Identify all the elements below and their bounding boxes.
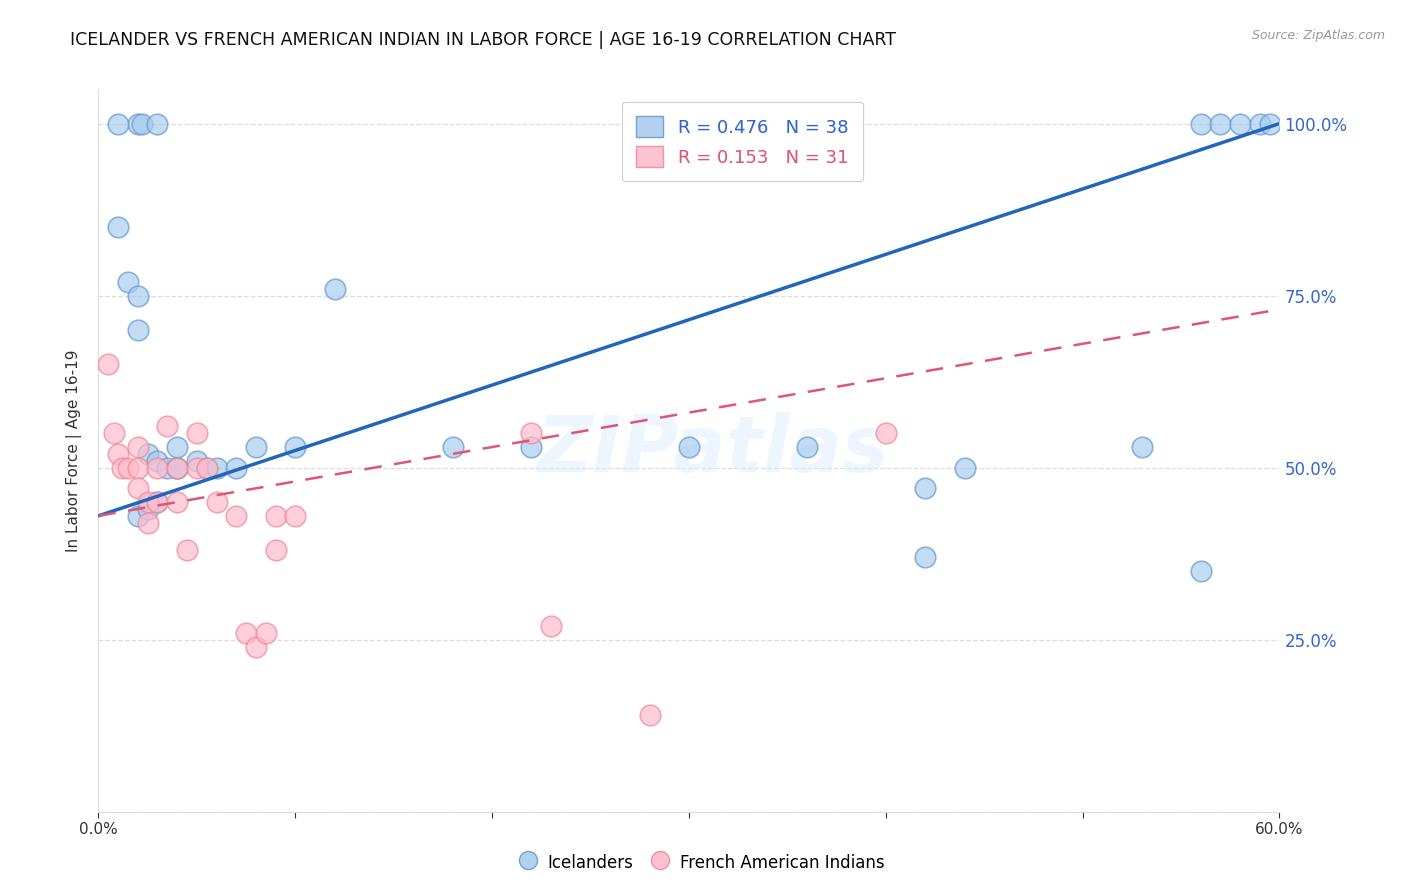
Point	[195, 460, 218, 475]
Point	[136, 502, 159, 516]
Point	[264, 543, 287, 558]
Point	[97, 358, 120, 372]
Y-axis label: In Labor Force | Age 16-19: In Labor Force | Age 16-19	[66, 349, 83, 552]
Point	[914, 550, 936, 565]
Point	[245, 640, 267, 654]
Point	[1209, 117, 1232, 131]
Point	[146, 495, 169, 509]
Text: ZIPatlas: ZIPatlas	[537, 412, 889, 489]
Point	[1258, 117, 1281, 131]
Point	[146, 117, 169, 131]
Point	[186, 460, 208, 475]
Point	[1229, 117, 1251, 131]
Point	[117, 275, 139, 289]
Point	[111, 460, 134, 475]
Point	[1130, 440, 1153, 454]
Point	[166, 440, 188, 454]
Point	[146, 454, 169, 468]
Point	[678, 440, 700, 454]
Point	[520, 440, 543, 454]
Point	[136, 495, 159, 509]
Point	[540, 619, 562, 633]
Point	[254, 625, 277, 640]
Text: Source: ZipAtlas.com: Source: ZipAtlas.com	[1251, 29, 1385, 42]
Point	[914, 481, 936, 495]
Point	[127, 481, 149, 495]
Point	[1189, 117, 1212, 131]
Point	[131, 117, 153, 131]
Point	[1249, 117, 1271, 131]
Point	[235, 625, 257, 640]
Point	[166, 460, 188, 475]
Point	[103, 426, 125, 441]
Point	[245, 440, 267, 454]
Point	[186, 426, 208, 441]
Point	[205, 495, 228, 509]
Point	[127, 288, 149, 302]
Point	[195, 460, 218, 475]
Point	[136, 516, 159, 530]
Text: ICELANDER VS FRENCH AMERICAN INDIAN IN LABOR FORCE | AGE 16-19 CORRELATION CHART: ICELANDER VS FRENCH AMERICAN INDIAN IN L…	[70, 31, 896, 49]
Point	[107, 117, 129, 131]
Point	[441, 440, 464, 454]
Legend: R = 0.476   N = 38, R = 0.153   N = 31: R = 0.476 N = 38, R = 0.153 N = 31	[621, 102, 862, 181]
Point	[127, 460, 149, 475]
Point	[117, 460, 139, 475]
Point	[520, 426, 543, 441]
Point	[146, 460, 169, 475]
Point	[225, 460, 247, 475]
Point	[205, 460, 228, 475]
Point	[127, 323, 149, 337]
Point	[796, 440, 818, 454]
Point	[264, 508, 287, 523]
Point	[107, 447, 129, 461]
Point	[176, 543, 198, 558]
Point	[875, 426, 897, 441]
Point	[284, 508, 307, 523]
Point	[127, 117, 149, 131]
Point	[156, 460, 179, 475]
Point	[127, 508, 149, 523]
Point	[166, 460, 188, 475]
Point	[186, 454, 208, 468]
Point	[107, 219, 129, 234]
Point	[136, 447, 159, 461]
Point	[225, 508, 247, 523]
Point	[284, 440, 307, 454]
Point	[638, 708, 661, 723]
Point	[146, 495, 169, 509]
Point	[156, 419, 179, 434]
Point	[323, 282, 346, 296]
Point	[166, 460, 188, 475]
Point	[166, 495, 188, 509]
Point	[1189, 564, 1212, 578]
Legend: Icelanders, French American Indians: Icelanders, French American Indians	[515, 846, 891, 880]
Point	[127, 440, 149, 454]
Point	[953, 460, 976, 475]
